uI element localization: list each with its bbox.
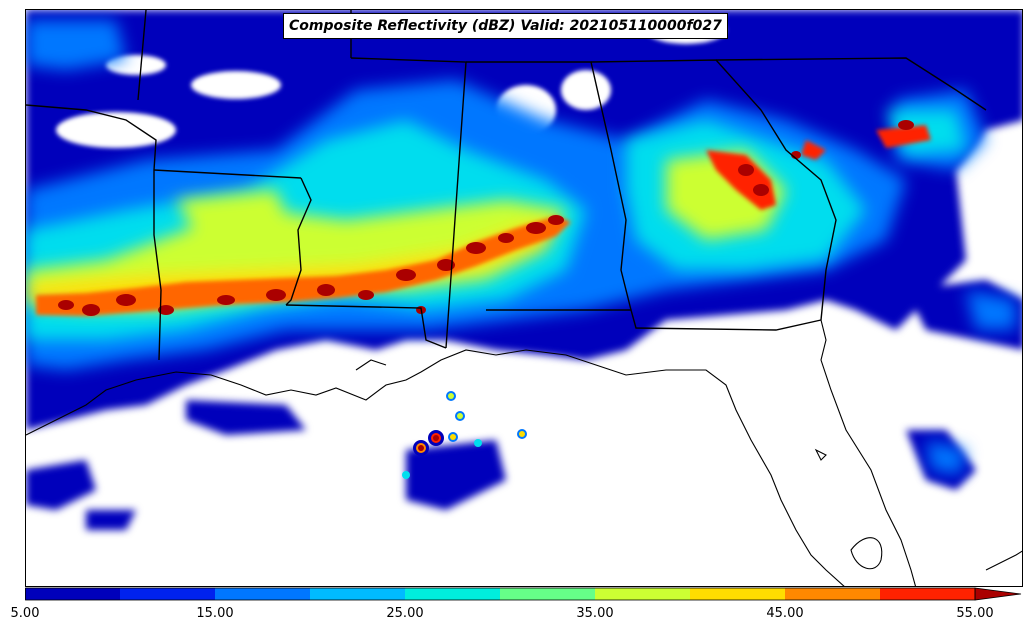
colorbar-tick-label: 25.00 — [386, 606, 424, 621]
colorbar-bin-1 — [120, 588, 215, 600]
coastline — [26, 319, 1022, 586]
colorbar-bin-6 — [595, 588, 690, 600]
colorbar-tick-label: 35.00 — [576, 606, 614, 621]
colorbar-bin-2 — [215, 588, 310, 600]
colorbar-bin-9 — [880, 588, 975, 600]
colorbar-tick-label: 5.00 — [10, 606, 40, 621]
colorbar-outline — [25, 587, 976, 601]
colorbar-bin-0 — [25, 588, 120, 600]
state-boundaries — [26, 10, 987, 361]
colorbar-bin-4 — [405, 588, 500, 600]
colorbar-extend-arrow — [974, 587, 1022, 601]
map-title: Composite Reflectivity (dBZ) Valid: 2021… — [283, 13, 728, 39]
colorbar-tick-label: 15.00 — [196, 606, 234, 621]
colorbar-bin-7 — [690, 588, 785, 600]
colorbar-tick-label: 45.00 — [766, 606, 804, 621]
colorbar-tick-label: 55.00 — [956, 606, 994, 621]
colorbar-bin-8 — [785, 588, 880, 600]
gulf-storm-cells — [402, 391, 527, 479]
colorbar — [25, 587, 1022, 601]
reflectivity-map — [26, 10, 1022, 586]
map-panel — [25, 9, 1023, 587]
reflectivity-layer-35-45 — [26, 150, 786, 310]
colorbar-bin-3 — [310, 588, 405, 600]
colorbar-bin-5 — [500, 588, 595, 600]
